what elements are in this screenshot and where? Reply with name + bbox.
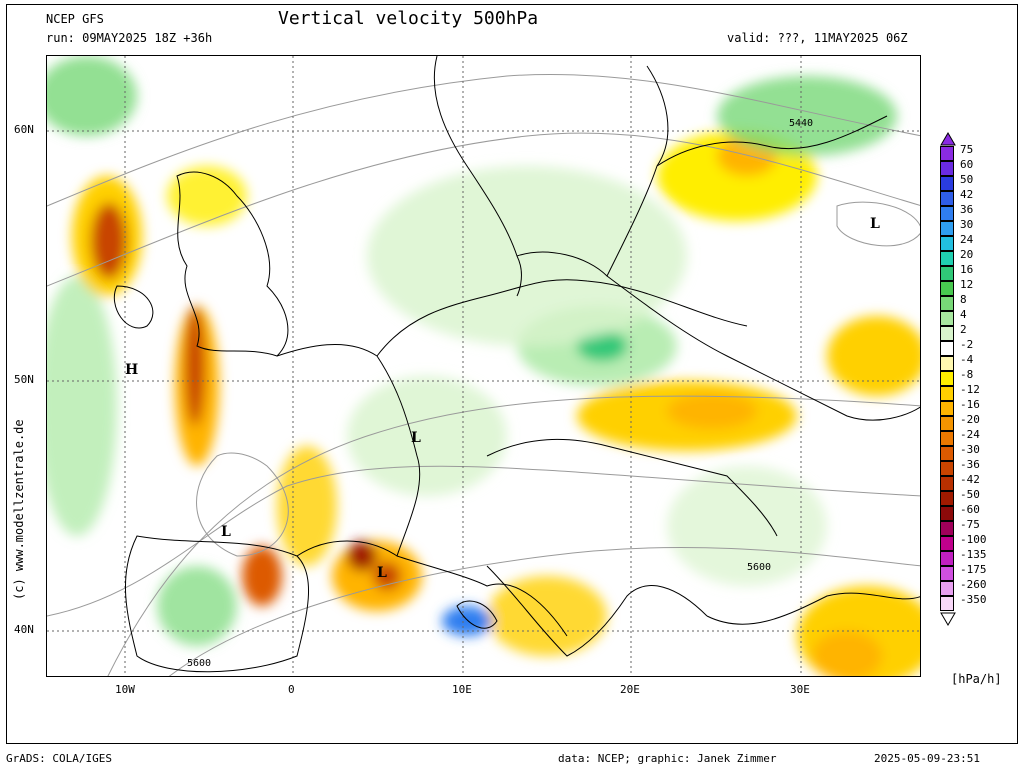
contour-labels: 5440 5600 5600 [187,118,813,669]
colorbar-swatch [940,506,954,521]
colorbar-label: -8 [960,368,974,381]
lon-label: 30E [790,683,810,696]
model-name: NCEP GFS [46,12,104,26]
colorbar-swatch [940,191,954,206]
colorbar-swatch [940,146,954,161]
colorbar-swatch [940,236,954,251]
colorbar-swatch [940,521,954,536]
credit-text: (c) www.modellzentrale.de [12,419,26,600]
colorbar-label: -24 [960,428,980,441]
colorbar-label: -12 [960,383,980,396]
colorbar-label: -60 [960,503,980,516]
colorbar-swatch [940,326,954,341]
footer-left: GrADS: COLA/IGES [6,752,112,765]
colorbar-label: -36 [960,458,980,471]
map-area: H L L L L 5440 5600 5600 [46,55,921,677]
colorbar-label: -16 [960,398,980,411]
lat-label: 50N [14,373,34,386]
colorbar-label: -4 [960,353,974,366]
colorbar-label: 2 [960,323,967,336]
colorbar-swatch [940,581,954,596]
colorbar-swatch [940,446,954,461]
coastlines [113,56,920,673]
colorbar-label: 60 [960,158,974,171]
colorbar-label: 42 [960,188,974,201]
colorbar-swatch [940,416,954,431]
units-label: [hPa/h] [951,672,1002,686]
colorbar-top-arrow [940,132,956,146]
colorbar-swatch [940,536,954,551]
lon-label: 20E [620,683,640,696]
colorbar-label: -350 [960,593,987,606]
low-marker: L [221,524,231,540]
colorbar-bottom-arrow [940,612,956,626]
graticule [47,56,920,676]
footer-center: data: NCEP; graphic: Janek Zimmer [558,752,777,765]
contour-label: 5600 [747,562,771,573]
low-marker: L [870,216,880,232]
colorbar-swatch [940,551,954,566]
colorbar-swatch [940,281,954,296]
colorbar-label: 8 [960,293,967,306]
colorbar-swatch [940,461,954,476]
colorbar-label: -175 [960,563,987,576]
colorbar-swatch [940,251,954,266]
colorbar-label: 50 [960,173,974,186]
velocity-field [47,56,920,676]
colorbar-swatch [940,491,954,506]
colorbar-label: 30 [960,218,974,231]
colorbar-label: 16 [960,263,974,276]
colorbar-swatch [940,176,954,191]
colorbar-label: -135 [960,548,987,561]
colorbar-label: -100 [960,533,987,546]
colorbar-label: 24 [960,233,974,246]
colorbar-label: -50 [960,488,980,501]
colorbar-label: 4 [960,308,967,321]
pressure-centers: H L L L L [125,216,880,581]
contour-label: 5600 [187,658,211,669]
colorbar-swatch [940,386,954,401]
colorbar-label: -2 [960,338,974,351]
colorbar-swatch [940,401,954,416]
colorbar-label: 75 [960,143,974,156]
colorbar-label: -30 [960,443,980,456]
contour-label: 5440 [789,118,813,129]
low-marker: L [411,430,421,446]
colorbar-swatch [940,356,954,371]
colorbar-swatch [940,161,954,176]
lon-label: 10E [452,683,472,696]
colorbar-label: -20 [960,413,980,426]
colorbar-label: -75 [960,518,980,531]
colorbar-swatch [940,311,954,326]
footer-right: 2025-05-09-23:51 [874,752,980,765]
colorbar-swatch [940,341,954,356]
map-canvas: H L L L L 5440 5600 5600 [47,56,920,676]
geopotential-contours [47,73,920,676]
colorbar-label: 36 [960,203,974,216]
colorbar-label: -260 [960,578,987,591]
run-info: run: 09MAY2025 18Z +36h [46,31,213,45]
valid-time: valid: ???, 11MAY2025 06Z [727,31,908,45]
colorbar-swatch [940,431,954,446]
lat-label: 60N [14,123,34,136]
colorbar-label: 12 [960,278,974,291]
lon-label: 10W [115,683,135,696]
colorbar-swatch [940,596,954,611]
colorbar-swatch [940,371,954,386]
lat-label: 40N [14,623,34,636]
high-marker: H [125,362,138,378]
colorbar-swatch [940,566,954,581]
figure-frame [6,4,1018,744]
colorbar-swatch [940,266,954,281]
colorbar-swatch [940,206,954,221]
colorbar-swatch [940,296,954,311]
colorbar-swatch [940,221,954,236]
colorbar-label: 20 [960,248,974,261]
low-marker: L [377,565,387,581]
colorbar-swatch [940,476,954,491]
lon-label: 0 [288,683,295,696]
map-title: Vertical velocity 500hPa [278,8,539,29]
colorbar-label: -42 [960,473,980,486]
